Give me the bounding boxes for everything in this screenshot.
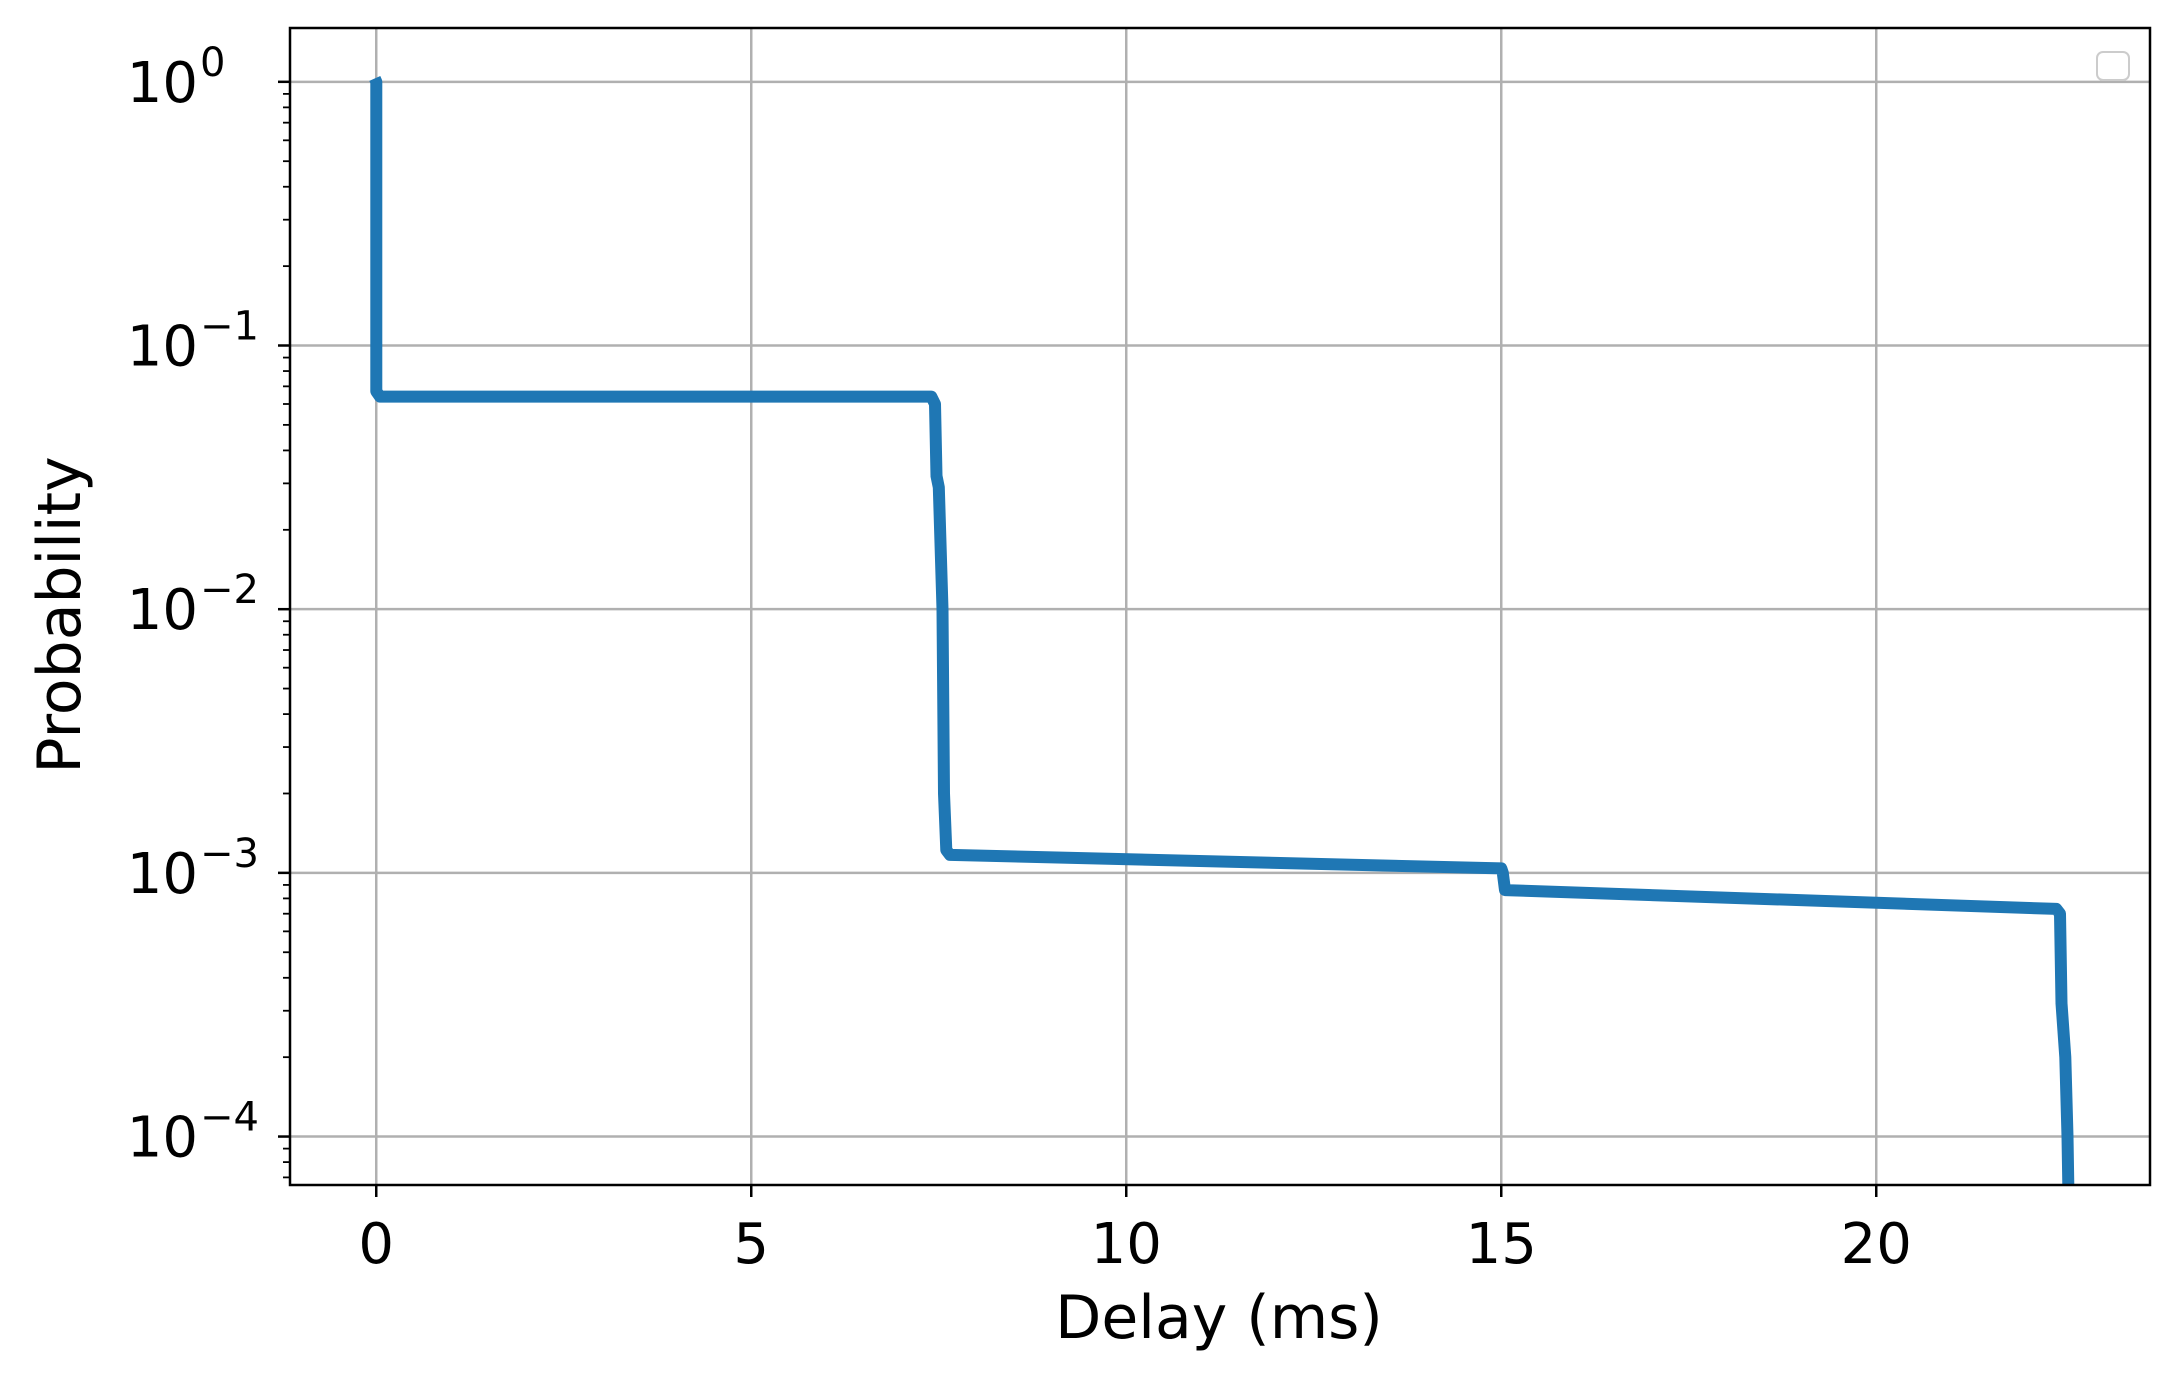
- y-tick-label: 10 −3: [127, 831, 259, 907]
- grid: [290, 28, 2150, 1185]
- y-tick-base: 10: [127, 842, 198, 907]
- x-tick-label: 20: [1841, 1212, 1912, 1277]
- x-tick-label: 5: [733, 1212, 769, 1277]
- y-tick-exponent: −2: [200, 567, 259, 613]
- y-tick-label: 10 0: [127, 40, 226, 116]
- y-tick-exponent: −3: [200, 831, 259, 877]
- y-axis-label: Probability: [25, 456, 95, 773]
- x-axis-label: Delay (ms): [1055, 1283, 1383, 1353]
- y-tick-label: 10 −1: [127, 304, 259, 380]
- plot-frame: [288, 26, 2152, 1187]
- y-tick-label: 10 −2: [127, 567, 259, 643]
- y-tick-base: 10: [127, 1106, 198, 1171]
- x-tick-labels: 0 5 10 15 20: [358, 1212, 1911, 1277]
- y-tick-label: 10 −4: [127, 1095, 259, 1171]
- major-ticks: [278, 80, 1878, 1197]
- y-tick-base: 10: [127, 578, 198, 643]
- y-tick-base: 10: [127, 315, 198, 380]
- y-tick-exponent: −1: [200, 304, 259, 350]
- y-tick-exponent: −4: [200, 1095, 259, 1141]
- x-tick-label: 15: [1466, 1212, 1537, 1277]
- series-line: [369, 75, 2075, 1186]
- y-tick-exponent: 0: [200, 40, 225, 86]
- legend-box: [2096, 51, 2130, 81]
- x-tick-label: 10: [1091, 1212, 1162, 1277]
- x-tick-label: 0: [358, 1212, 394, 1277]
- series-layer: [369, 75, 2075, 1186]
- y-tick-base: 10: [127, 51, 198, 116]
